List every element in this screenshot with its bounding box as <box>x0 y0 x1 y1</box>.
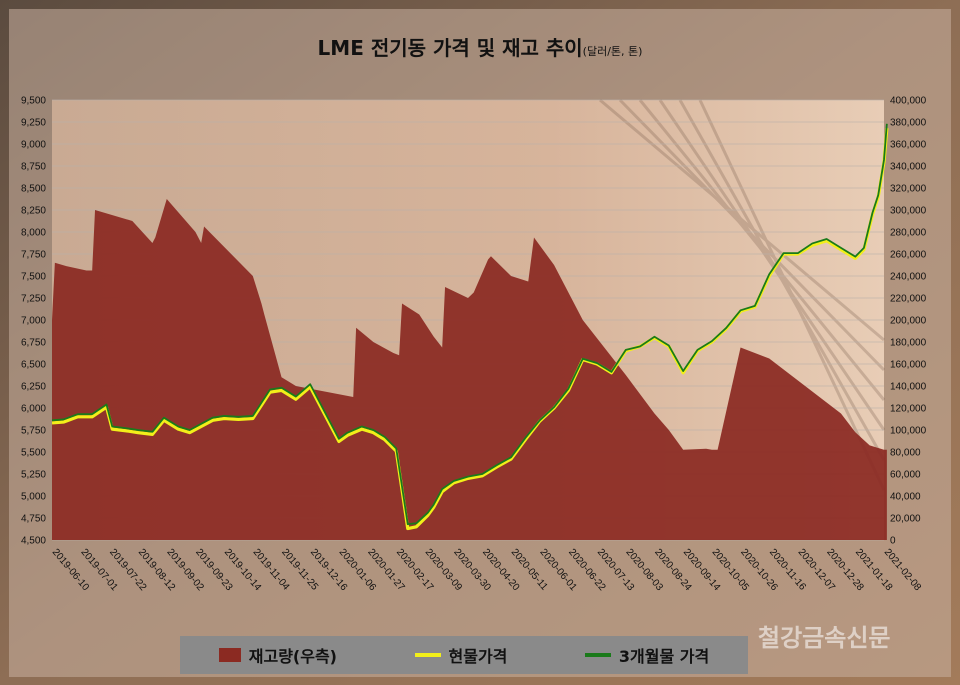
inventory-area <box>52 199 887 540</box>
legend: 재고량(우측) 현물가격 3개월물 가격 <box>180 636 748 674</box>
y-right-tick-label: 200,000 <box>890 316 927 327</box>
legend-item-spot: 현물가격 <box>414 643 508 667</box>
y-left-tick-label: 4,750 <box>21 514 46 525</box>
y-right-tick-label: 400,000 <box>890 96 927 107</box>
y-left-tick-label: 8,750 <box>21 162 46 173</box>
y-left-tick-label: 8,500 <box>21 184 46 195</box>
y-right-tick-label: 140,000 <box>890 382 927 393</box>
legend-item-three-month: 3개월물 가격 <box>584 643 710 667</box>
y-right-tick-label: 80,000 <box>890 448 921 459</box>
y-right-tick-label: 120,000 <box>890 404 927 415</box>
y-left-tick-label: 7,750 <box>21 250 46 261</box>
y-left-tick-label: 5,750 <box>21 426 46 437</box>
y-right-tick-label: 220,000 <box>890 294 927 305</box>
y-left-tick-label: 5,000 <box>21 492 46 503</box>
y-right-tick-label: 240,000 <box>890 272 927 283</box>
legend-label-inventory: 재고량(우측) <box>248 647 337 666</box>
y-right-tick-label: 300,000 <box>890 206 927 217</box>
legend-label-spot: 현물가격 <box>448 647 508 666</box>
three-month-price-line <box>51 123 888 526</box>
y-right-tick-label: 340,000 <box>890 162 927 173</box>
y-right-tick-label: 0 <box>890 536 896 547</box>
y-left-tick-label: 6,000 <box>21 404 46 415</box>
chart-title-unit: (달러/톤, 톤) <box>582 45 643 58</box>
y-right-tick-label: 60,000 <box>890 470 921 481</box>
y-left-tick-label: 7,250 <box>21 294 46 305</box>
y-right-tick-label: 260,000 <box>890 250 927 261</box>
chart-title-main: LME 전기동 가격 및 재고 추이 <box>317 36 583 60</box>
y-right-tick-label: 360,000 <box>890 140 927 151</box>
y-right-tick-label: 160,000 <box>890 360 927 371</box>
y-left-tick-label: 6,500 <box>21 360 46 371</box>
y-left-tick-label: 9,000 <box>21 140 46 151</box>
y-left-tick-label: 4,500 <box>21 536 46 547</box>
y-right-tick-label: 280,000 <box>890 228 927 239</box>
y-left-tick-label: 6,250 <box>21 382 46 393</box>
legend-item-inventory: 재고량(우측) <box>218 643 337 667</box>
chart-title: LME 전기동 가격 및 재고 추이(달러/톤, 톤) <box>0 32 960 61</box>
y-left-tick-label: 6,750 <box>21 338 46 349</box>
y-right-tick-label: 380,000 <box>890 118 927 129</box>
y-left-tick-label: 5,250 <box>21 470 46 481</box>
y-right-tick-label: 40,000 <box>890 492 921 503</box>
watermark-logo: 철강금속신문 <box>758 624 891 652</box>
y-right-tick-label: 180,000 <box>890 338 927 349</box>
y-right-tick-label: 320,000 <box>890 184 927 195</box>
y-left-tick-label: 7,000 <box>21 316 46 327</box>
legend-label-three-month: 3개월물 가격 <box>618 647 710 666</box>
y-right-tick-label: 20,000 <box>890 514 921 525</box>
y-left-tick-label: 5,500 <box>21 448 46 459</box>
y-left-tick-label: 9,500 <box>21 96 46 107</box>
y-left-tick-label: 7,500 <box>21 272 46 283</box>
y-left-tick-label: 9,250 <box>21 118 46 129</box>
legend-swatch-inventory <box>218 648 241 662</box>
y-left-tick-label: 8,000 <box>21 228 46 239</box>
legend-swatch-three-month <box>584 653 611 657</box>
legend-swatch-spot <box>414 653 441 657</box>
y-right-tick-label: 100,000 <box>890 426 927 437</box>
y-left-tick-label: 8,250 <box>21 206 46 217</box>
